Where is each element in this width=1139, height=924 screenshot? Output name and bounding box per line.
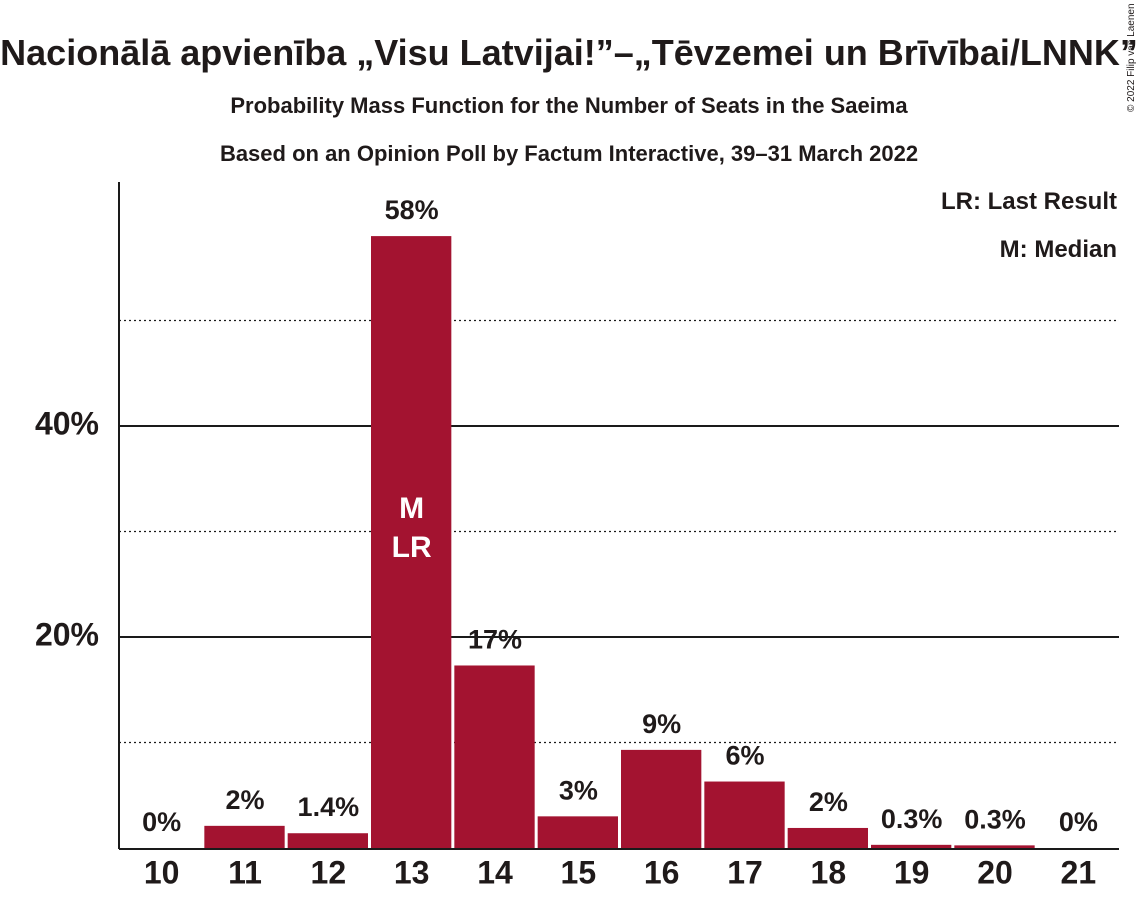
chart-subtitle-1: Probability Mass Function for the Number…	[230, 93, 908, 118]
bars	[204, 236, 1035, 849]
bar-value-label: 58%	[385, 195, 439, 225]
bar-value-label: 6%	[725, 741, 764, 771]
x-tick-label: 11	[228, 854, 262, 890]
bar	[704, 781, 785, 848]
x-tick-label: 16	[644, 854, 680, 890]
x-tick-label: 17	[727, 854, 763, 890]
x-tick-label: 15	[561, 854, 597, 890]
bar	[621, 749, 702, 848]
bar	[871, 844, 952, 848]
x-tick-label: 13	[394, 854, 430, 890]
bar-value-label: 0%	[1059, 807, 1098, 837]
bar	[454, 665, 535, 848]
legend-median: M: Median	[1000, 236, 1117, 263]
bar-value-label: 0.3%	[881, 804, 943, 834]
y-tick-labels: 20% 40%	[35, 405, 99, 652]
copyright: © 2022 Filip van Laenen	[1126, 3, 1137, 112]
x-tick-label: 18	[811, 854, 847, 890]
bar	[204, 825, 285, 848]
gridlines	[119, 319, 1119, 744]
bar	[371, 236, 452, 849]
bar	[287, 833, 368, 848]
x-tick-label: 20	[977, 854, 1013, 890]
median-marker: M	[399, 492, 424, 525]
x-tick-label: 14	[477, 854, 513, 890]
bar-value-label: 1.4%	[298, 792, 360, 822]
x-tick-label: 21	[1061, 854, 1097, 890]
y-tick-label: 40%	[35, 405, 99, 441]
legend-last-result: LR: Last Result	[941, 188, 1117, 215]
bar-value-label: 9%	[642, 709, 681, 739]
bar-value-label: 2%	[809, 787, 848, 817]
bar-value-label: 0.3%	[964, 804, 1026, 834]
y-tick-label: 20%	[35, 616, 99, 652]
bar-value-label: 2%	[225, 785, 264, 815]
bar-value-label: 17%	[468, 624, 522, 654]
bar-value-label: 3%	[559, 775, 598, 805]
x-tick-labels: 10 11 12 13 14 15 16 17 18 19 20 21	[144, 854, 1096, 890]
value-labels: 0% 2% 1.4% 58% M LR 17% 3% 9% 6% 2% 0.3% 0.3% 0%	[142, 195, 1098, 837]
bar	[954, 845, 1035, 848]
last-result-marker: LR	[392, 531, 432, 564]
chart-subtitle-2: Based on an Opinion Poll by Factum Inter…	[220, 141, 918, 166]
chart-title: Nacionālā apvienība „Visu Latvijai!”–„Tē…	[0, 32, 1138, 73]
bar	[537, 816, 618, 848]
bar	[787, 827, 868, 848]
x-tick-label: 10	[144, 854, 180, 890]
bar-value-label: 0%	[142, 807, 181, 837]
x-tick-label: 19	[894, 854, 930, 890]
x-tick-label: 12	[311, 854, 347, 890]
